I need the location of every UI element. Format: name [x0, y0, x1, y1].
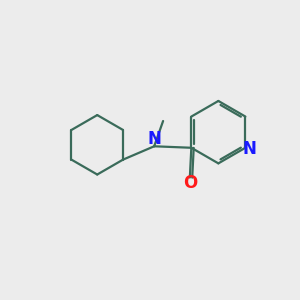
Text: N: N: [147, 130, 161, 148]
Text: N: N: [242, 140, 256, 158]
Text: O: O: [183, 174, 197, 192]
